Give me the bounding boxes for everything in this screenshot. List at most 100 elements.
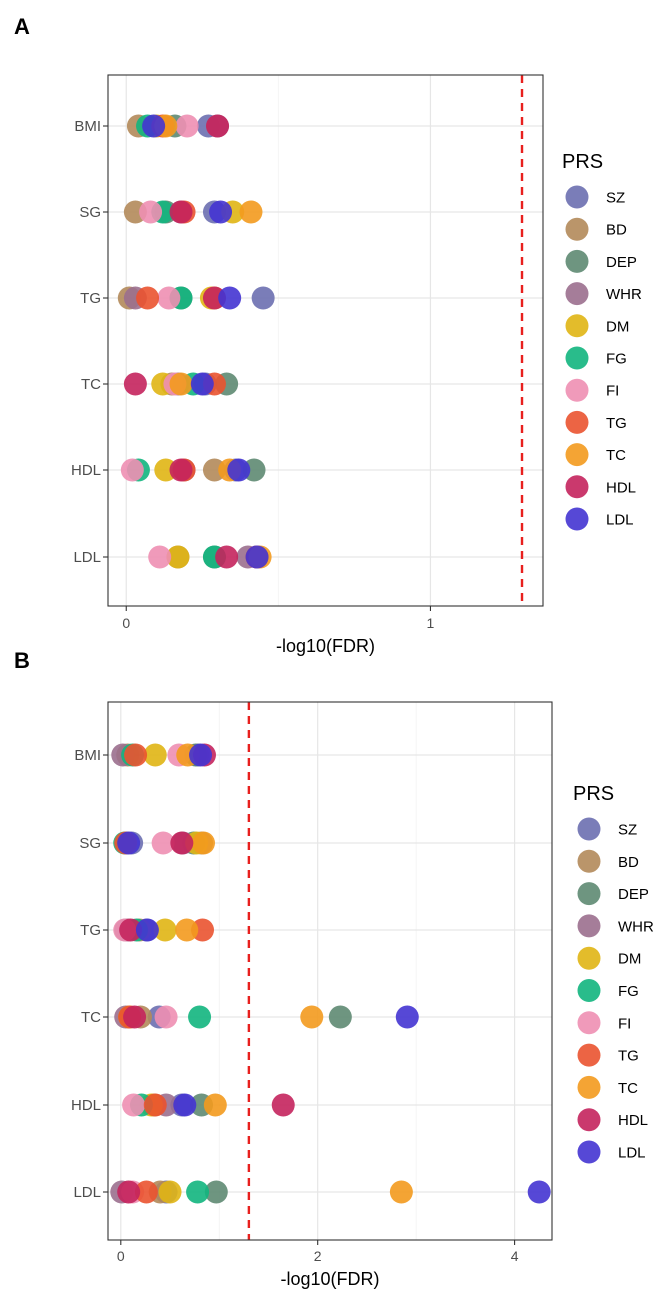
legend-label-tg: TG (618, 1048, 639, 1065)
legend-label-whr: WHR (606, 286, 642, 303)
point-ldl-ldl (245, 545, 269, 569)
legend-label-tc: TC (618, 1080, 638, 1097)
legend-label-tc: TC (606, 447, 626, 464)
point-ldl-bmi (142, 114, 166, 138)
point-dm-bmi (143, 743, 167, 767)
x-tick-label: 0 (117, 1248, 125, 1264)
point-dm-tg (153, 918, 177, 942)
point-fi-sg (139, 200, 163, 224)
legend-key-whr (577, 914, 601, 938)
legend-key-fi (577, 1011, 601, 1035)
y-tick-label-hdl: HDL (71, 462, 101, 479)
legend-title: PRS (573, 783, 614, 805)
y-tick-label-ldl: LDL (73, 1184, 101, 1201)
legend-label-fi: FI (618, 1015, 631, 1032)
point-dep-tc (328, 1005, 352, 1029)
legend-key-dm (577, 946, 601, 970)
legend-title: PRS (562, 151, 603, 173)
point-dep-ldl (204, 1180, 228, 1204)
legend-label-whr: WHR (618, 918, 654, 935)
legend-label-tg: TG (606, 415, 627, 432)
data-points (117, 114, 275, 569)
point-fi-tc (154, 1005, 178, 1029)
point-fi-sg (151, 831, 175, 855)
point-ldl-tg (135, 918, 159, 942)
y-tick-label-tg: TG (80, 922, 101, 939)
point-hdl-tc (123, 372, 147, 396)
point-hdl-tc (123, 1005, 147, 1029)
point-ldl-tg (218, 286, 242, 310)
legend-label-sz: SZ (606, 190, 625, 207)
point-fi-hdl (120, 458, 144, 482)
point-tc-tg (175, 918, 199, 942)
y-tick-label-hdl: HDL (71, 1097, 101, 1114)
point-tc-sg (191, 831, 215, 855)
point-ldl-hdl (227, 458, 251, 482)
legend-label-ldl: LDL (618, 1145, 646, 1162)
data-points (110, 743, 551, 1204)
point-fi-hdl (122, 1093, 146, 1117)
legend-label-dep: DEP (618, 886, 649, 903)
point-tg-ldl (134, 1180, 158, 1204)
legend-label-bd: BD (618, 854, 639, 871)
legend-label-fg: FG (618, 983, 639, 1000)
point-tg-tg (191, 918, 215, 942)
point-ldl-sg (209, 200, 233, 224)
legend-key-bd (577, 849, 601, 873)
legend-label-fi: FI (606, 383, 619, 400)
point-sz-tg (251, 286, 275, 310)
y-tick-label-bmi: BMI (74, 747, 101, 764)
y-tick-label-tg: TG (80, 290, 101, 307)
point-dm-ldl (166, 545, 190, 569)
legend-key-hdl (577, 1108, 601, 1132)
point-dm-ldl (158, 1180, 182, 1204)
point-ldl-sg (117, 831, 141, 855)
legend-key-whr (565, 282, 589, 306)
point-ldl-tc (190, 372, 214, 396)
legend-label-hdl: HDL (606, 479, 636, 496)
legend-label-dep: DEP (606, 254, 637, 271)
point-fi-ldl (148, 545, 172, 569)
point-tg-bmi (124, 743, 148, 767)
point-hdl-ldl (215, 545, 239, 569)
panel-label: A (14, 14, 30, 39)
y-tick-label-sg: SG (79, 204, 101, 221)
legend-key-ldl (565, 507, 589, 531)
legend-label-fg: FG (606, 351, 627, 368)
point-tg-tg (136, 286, 160, 310)
legend-key-tc (577, 1075, 601, 1099)
y-tick-label-ldl: LDL (73, 549, 101, 566)
legend-label-ldl: LDL (606, 512, 634, 529)
point-ldl-hdl (173, 1093, 197, 1117)
legend-key-sz (565, 185, 589, 209)
point-ldl-tc (395, 1005, 419, 1029)
point-hdl-sg (169, 200, 193, 224)
legend-label-dm: DM (606, 318, 629, 335)
legend-key-dep (565, 249, 589, 273)
legend-key-bd (565, 217, 589, 241)
point-hdl-ldl (117, 1180, 141, 1204)
legend-label-bd: BD (606, 222, 627, 239)
point-hdl-sg (170, 831, 194, 855)
legend-key-ldl (577, 1140, 601, 1164)
legend-key-dep (577, 882, 601, 906)
point-tc-hdl (203, 1093, 227, 1117)
legend-key-fg (565, 346, 589, 370)
x-axis-title: -log10(FDR) (276, 636, 375, 656)
legend-key-tc (565, 443, 589, 467)
legend-key-dm (565, 314, 589, 338)
plot-background (108, 702, 552, 1240)
x-axis-title: -log10(FDR) (280, 1269, 379, 1289)
panel-label: B (14, 648, 30, 673)
point-tc-ldl (389, 1180, 413, 1204)
legend-key-tg (565, 410, 589, 434)
point-fg-ldl (186, 1180, 210, 1204)
point-hdl-bmi (206, 114, 230, 138)
legend-label-hdl: HDL (618, 1112, 648, 1129)
point-fi-bmi (175, 114, 199, 138)
legend-key-hdl (565, 475, 589, 499)
